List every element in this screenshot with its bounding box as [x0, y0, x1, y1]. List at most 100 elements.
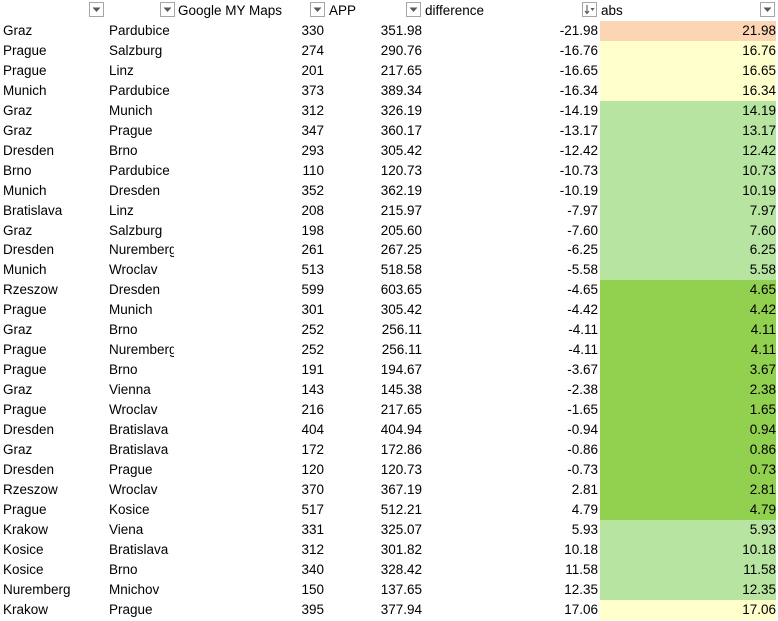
to-cell[interactable]: Dresden: [109, 282, 161, 298]
google-cell[interactable]: 395: [301, 601, 324, 617]
abs-cell[interactable]: 21.98: [742, 23, 776, 38]
from-cell[interactable]: Prague: [3, 402, 47, 418]
google-cell[interactable]: 340: [301, 561, 324, 577]
abs-cell[interactable]: 4.65: [749, 282, 776, 298]
to-cell[interactable]: Salzburg: [109, 42, 163, 58]
to-cell[interactable]: Brno: [109, 142, 138, 158]
from-cell[interactable]: Munich: [3, 262, 47, 278]
to-cell[interactable]: Bratislava: [109, 541, 169, 557]
google-cell[interactable]: 198: [301, 222, 324, 238]
difference-cell[interactable]: -13.17: [559, 122, 598, 138]
difference-cell[interactable]: -4.42: [567, 302, 598, 318]
difference-cell[interactable]: 10.18: [564, 541, 598, 557]
abs-cell[interactable]: 4.11: [750, 322, 776, 338]
to-cell[interactable]: Vienna: [109, 382, 151, 398]
difference-cell[interactable]: -14.19: [559, 102, 598, 118]
app-cell[interactable]: 603.65: [380, 282, 422, 298]
filter-app-button[interactable]: [406, 2, 421, 17]
to-cell[interactable]: Wroclav: [109, 402, 158, 418]
app-cell[interactable]: 267.25: [380, 242, 422, 258]
app-cell[interactable]: 360.17: [380, 122, 422, 138]
google-cell[interactable]: 191: [301, 362, 324, 378]
from-cell[interactable]: Graz: [3, 102, 33, 118]
google-cell[interactable]: 312: [301, 541, 324, 557]
from-cell[interactable]: Dresden: [3, 461, 55, 477]
google-cell[interactable]: 252: [301, 322, 324, 338]
app-cell[interactable]: 367.19: [380, 481, 422, 497]
app-cell[interactable]: 145.38: [380, 382, 422, 398]
difference-cell[interactable]: -2.38: [567, 382, 598, 398]
from-cell[interactable]: Krakow: [3, 601, 49, 617]
abs-cell[interactable]: 4.79: [749, 501, 776, 517]
to-cell[interactable]: Nuremberg: [109, 342, 174, 358]
from-cell[interactable]: Munich: [3, 182, 47, 198]
difference-cell[interactable]: -16.34: [559, 82, 598, 98]
abs-cell[interactable]: 0.86: [749, 441, 776, 457]
to-cell[interactable]: Mnichov: [109, 581, 160, 597]
from-cell[interactable]: Prague: [3, 342, 47, 358]
abs-cell[interactable]: 10.18: [742, 541, 776, 557]
from-cell[interactable]: Bratislava: [3, 202, 63, 218]
difference-cell[interactable]: -10.19: [559, 182, 598, 198]
filter-difference-button[interactable]: [582, 2, 597, 17]
app-cell[interactable]: 120.73: [380, 162, 422, 178]
google-cell[interactable]: 370: [301, 481, 324, 497]
to-cell[interactable]: Brno: [109, 561, 138, 577]
from-cell[interactable]: Munich: [3, 82, 47, 98]
to-cell[interactable]: Brno: [109, 322, 138, 338]
from-cell[interactable]: Graz: [3, 441, 33, 457]
abs-cell[interactable]: 5.58: [749, 262, 776, 278]
google-cell[interactable]: 274: [301, 42, 324, 58]
google-cell[interactable]: 347: [301, 122, 324, 138]
difference-cell[interactable]: -12.42: [559, 142, 598, 158]
abs-cell[interactable]: 12.35: [742, 581, 776, 597]
google-cell[interactable]: 110: [302, 162, 324, 178]
app-cell[interactable]: 215.97: [380, 202, 422, 218]
from-cell[interactable]: Prague: [3, 42, 47, 58]
google-cell[interactable]: 404: [301, 422, 324, 437]
to-cell[interactable]: Bratislava: [109, 441, 169, 457]
abs-cell[interactable]: 4.42: [749, 302, 776, 318]
to-cell[interactable]: Kosice: [109, 501, 150, 517]
app-cell[interactable]: 256.11: [381, 322, 422, 338]
abs-cell[interactable]: 0.73: [749, 461, 776, 477]
difference-cell[interactable]: -10.73: [559, 162, 598, 178]
from-cell[interactable]: Kosice: [3, 561, 44, 577]
app-cell[interactable]: 328.42: [380, 561, 422, 577]
abs-cell[interactable]: 10.73: [742, 162, 776, 178]
google-cell[interactable]: 143: [301, 382, 324, 398]
google-cell[interactable]: 599: [301, 282, 324, 298]
from-cell[interactable]: Dresden: [3, 422, 55, 437]
abs-cell[interactable]: 7.60: [749, 222, 776, 238]
difference-cell[interactable]: 12.35: [564, 581, 598, 597]
difference-cell[interactable]: -4.65: [567, 282, 598, 298]
difference-cell[interactable]: -6.25: [567, 242, 598, 258]
abs-cell[interactable]: 7.97: [749, 202, 776, 218]
abs-cell[interactable]: 3.67: [749, 362, 776, 378]
difference-cell[interactable]: -16.65: [559, 62, 598, 78]
difference-cell[interactable]: -0.73: [567, 461, 598, 477]
from-cell[interactable]: Graz: [3, 23, 33, 38]
filter-to-button[interactable]: [160, 2, 175, 17]
to-cell[interactable]: Pardubice: [109, 162, 170, 178]
to-cell[interactable]: Munich: [109, 102, 153, 118]
google-cell[interactable]: 120: [301, 461, 324, 477]
to-cell[interactable]: Linz: [109, 202, 134, 218]
google-cell[interactable]: 252: [301, 342, 324, 358]
abs-cell[interactable]: 13.17: [742, 122, 776, 138]
from-cell[interactable]: Dresden: [3, 142, 55, 158]
difference-cell[interactable]: -0.94: [567, 422, 598, 437]
abs-cell[interactable]: 16.76: [742, 42, 776, 58]
google-cell[interactable]: 150: [301, 581, 324, 597]
app-cell[interactable]: 301.82: [380, 541, 422, 557]
google-cell[interactable]: 208: [301, 202, 324, 218]
to-cell[interactable]: Dresden: [109, 182, 161, 198]
to-cell[interactable]: Salzburg: [109, 222, 163, 238]
difference-cell[interactable]: -21.98: [559, 23, 598, 38]
app-cell[interactable]: 325.07: [380, 521, 422, 537]
abs-cell[interactable]: 17.06: [742, 601, 776, 617]
difference-cell[interactable]: 4.79: [571, 501, 598, 517]
to-cell[interactable]: Prague: [109, 601, 153, 617]
from-cell[interactable]: Rzeszow: [3, 481, 58, 497]
abs-cell[interactable]: 12.42: [742, 142, 776, 158]
